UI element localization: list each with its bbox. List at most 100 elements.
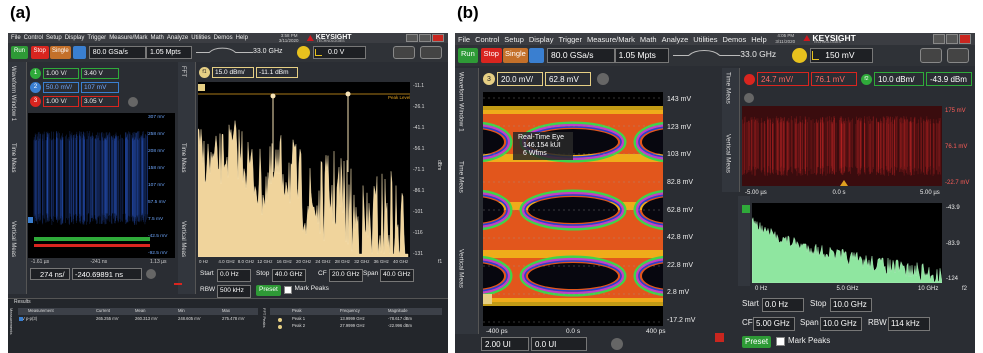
run-button[interactable]: Run [11, 46, 28, 59]
preset-button[interactable]: Preset [256, 285, 281, 296]
eye-channel-number[interactable]: 3 [483, 73, 495, 85]
control-value[interactable]: 20.0 GHz [329, 269, 363, 282]
fft-badge[interactable]: f2 [861, 74, 872, 85]
ui-reference[interactable] [611, 338, 623, 350]
window-button[interactable] [933, 34, 945, 44]
menu-item[interactable]: Measure/Mark [587, 35, 635, 44]
fft-badge[interactable]: f1 [199, 67, 210, 78]
side-tab[interactable]: Vertical Meas [724, 134, 731, 173]
channel-number[interactable]: 1 [30, 68, 41, 79]
menu-item[interactable]: File [11, 35, 21, 41]
side-tab[interactable]: Vertical Meas [457, 249, 464, 288]
menu-item[interactable]: Measure/Mark [109, 35, 147, 41]
menu-item[interactable]: Control [475, 35, 499, 44]
add-button[interactable] [128, 97, 138, 107]
window-button[interactable] [406, 34, 418, 42]
menu-item[interactable]: Math [151, 35, 164, 41]
run-button[interactable]: Run [458, 48, 478, 63]
side-tab[interactable]: Time Meas [10, 143, 16, 172]
window-button[interactable] [946, 34, 958, 44]
menu-item[interactable]: Display [529, 35, 554, 44]
side-tab[interactable]: Vertical Meas [180, 221, 186, 257]
menu-item[interactable]: Demos [722, 35, 746, 44]
layout-button[interactable] [420, 46, 442, 59]
menu-item[interactable]: Trigger [558, 35, 581, 44]
menu-item[interactable]: Analyze [662, 35, 689, 44]
menu-item[interactable]: Utilities [191, 35, 210, 41]
channel-offset[interactable]: 3.40 V [81, 68, 119, 79]
preset-button[interactable]: Preset [742, 336, 771, 348]
menu-item[interactable]: Trigger [87, 35, 106, 41]
stop-button[interactable]: Stop [31, 46, 49, 59]
fft-scale[interactable]: 15.0 dBm/ [212, 67, 254, 78]
menu-item[interactable]: Setup [504, 35, 524, 44]
timebase-scale[interactable]: 274 ns/ [30, 268, 70, 280]
close-marker[interactable] [715, 333, 724, 342]
channel-scale[interactable]: 1.00 V/ [43, 96, 79, 107]
side-tab[interactable]: Time Meas [724, 72, 731, 104]
mark-peaks-checkbox[interactable] [776, 337, 785, 346]
menu-item[interactable]: File [458, 35, 470, 44]
channel-offset[interactable]: 107 mV [81, 82, 119, 93]
channel-scale[interactable]: 50.0 mV/ [43, 82, 79, 93]
side-tab[interactable]: FFT [180, 66, 186, 77]
stop-button[interactable]: Stop [481, 48, 502, 63]
peak-tab[interactable]: FFT Peaks [262, 308, 266, 328]
menu-item[interactable]: Setup [46, 35, 62, 41]
eye-channel-scale[interactable]: 20.0 mV/ [497, 72, 543, 86]
trigger-icon[interactable] [297, 46, 310, 59]
channel-number[interactable]: 2 [30, 82, 41, 93]
fft-scale[interactable]: 10.0 dBm/ [874, 72, 924, 86]
control-value[interactable]: 500 kHz [217, 285, 251, 298]
menu-item[interactable]: Control [24, 35, 43, 41]
channel-offset[interactable]: 76.1 mV [811, 72, 857, 86]
fft-offset[interactable]: -43.9 dBm [926, 72, 972, 86]
window-button[interactable] [419, 34, 431, 42]
menu-item[interactable]: Demos [214, 35, 233, 41]
menu-item[interactable]: Analyze [167, 35, 188, 41]
eye-channel-offset[interactable]: 62.8 mV [545, 72, 591, 86]
sample-rate[interactable]: 80.0 GSa/s [89, 46, 146, 59]
add-button[interactable] [597, 73, 609, 85]
channel-scale[interactable]: 1.00 V/ [43, 68, 79, 79]
side-tab[interactable]: Vertical Meas [10, 221, 16, 257]
autoscale-button[interactable] [393, 46, 415, 59]
timebase-position[interactable]: -240.69891 ns [72, 268, 142, 280]
sample-rate[interactable]: 80.0 GSa/s [547, 48, 615, 63]
ui-scale[interactable]: 2.00 UI [481, 337, 529, 351]
mark-peaks-checkbox[interactable] [284, 286, 292, 294]
mark-peaks-label[interactable]: Mark Peaks [788, 337, 830, 345]
menu-item[interactable]: Help [751, 35, 766, 44]
layout-button[interactable] [947, 48, 969, 63]
autoscale-button[interactable] [920, 48, 942, 63]
results-tab[interactable]: Measurements [9, 308, 13, 334]
trigger-level[interactable]: 150 mV [810, 48, 872, 63]
side-tab[interactable]: Time Meas [457, 161, 464, 193]
menu-item[interactable]: Help [236, 35, 248, 41]
side-tab[interactable]: Time Meas [180, 143, 186, 172]
channel-offset[interactable]: 3.05 V [81, 96, 119, 107]
memory-depth[interactable]: 1.05 Mpts [615, 48, 669, 63]
acquire-icon[interactable] [73, 46, 86, 59]
control-value[interactable]: 5.00 GHz [753, 317, 795, 331]
acquire-icon[interactable] [529, 48, 544, 63]
menu-item[interactable]: Display [65, 35, 85, 41]
add-button[interactable] [744, 93, 754, 103]
mark-peaks-label[interactable]: Mark Peaks [295, 286, 329, 293]
memory-depth[interactable]: 1.05 Mpts [146, 46, 192, 59]
menu-item[interactable]: Math [640, 35, 657, 44]
control-value[interactable]: 0.0 Hz [217, 269, 251, 282]
single-button[interactable]: Single [50, 46, 71, 59]
side-tab[interactable]: Waveform Window 1 [457, 72, 464, 132]
fft-offset[interactable]: -11.1 dBm [256, 67, 298, 78]
window-button[interactable] [959, 34, 971, 44]
side-tab[interactable]: Waveform Window 1 [10, 66, 16, 121]
control-value[interactable]: 0.0 Hz [762, 298, 804, 312]
control-value[interactable]: 10.0 GHz [820, 317, 862, 331]
timebase-reference[interactable] [146, 269, 156, 279]
window-button[interactable] [432, 34, 444, 42]
single-button[interactable]: Single [503, 48, 528, 63]
control-value[interactable]: 40.0 GHz [272, 269, 306, 282]
control-value[interactable]: 114 kHz [888, 317, 930, 331]
control-value[interactable]: 40.0 GHz [380, 269, 414, 282]
